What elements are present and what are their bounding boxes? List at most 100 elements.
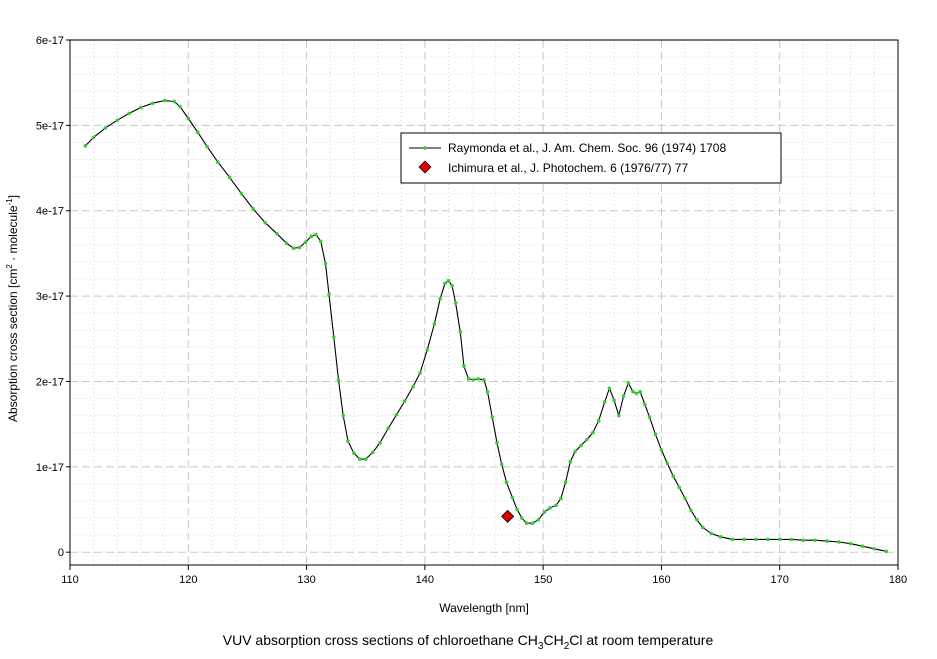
data-point-raymonda	[542, 510, 547, 514]
y-tick-label: 3e-17	[36, 291, 64, 303]
legend: Raymonda et al., J. Am. Chem. Soc. 96 (1…	[400, 132, 782, 184]
data-point-raymonda	[671, 474, 676, 479]
data-point-raymonda	[263, 220, 267, 225]
data-point-raymonda	[813, 538, 817, 543]
data-point-raymonda	[318, 239, 323, 244]
data-point-raymonda	[884, 549, 888, 554]
data-point-raymonda	[634, 391, 639, 396]
data-point-raymonda	[524, 521, 529, 525]
data-point-raymonda	[251, 207, 256, 211]
data-point-raymonda	[504, 480, 509, 484]
x-tick-label: 170	[771, 574, 789, 586]
data-point-raymonda	[352, 451, 356, 455]
data-point-raymonda	[482, 377, 486, 382]
figure-caption: VUV absorption cross sections of chloroe…	[223, 632, 714, 652]
data-point-raymonda	[789, 537, 794, 542]
data-point-raymonda	[402, 399, 407, 403]
data-point-raymonda	[730, 537, 735, 542]
y-axis-label-text: ]	[6, 195, 20, 198]
data-point-raymonda	[394, 412, 399, 417]
y-axis-ticks: 0 1e-17 2e-17 3e-17 4e-17 5e-17 6e-17	[36, 35, 70, 559]
data-point-raymonda	[341, 413, 346, 418]
y-axis-label-text: Absorption cross section [cm	[6, 269, 20, 422]
data-point-raymonda	[239, 191, 244, 196]
data-point-raymonda	[443, 281, 447, 286]
grid	[70, 39, 898, 565]
data-point-raymonda	[602, 400, 607, 404]
x-axis-ticks: 110 120 130 140 150 160 170 180	[61, 565, 907, 586]
data-point-raymonda	[453, 301, 458, 305]
data-point-raymonda	[358, 457, 362, 461]
data-point-raymonda	[471, 377, 476, 382]
data-point-raymonda	[718, 535, 723, 539]
data-point-raymonda	[363, 457, 368, 461]
data-point-raymonda	[559, 496, 563, 501]
data-point-raymonda	[626, 381, 631, 385]
y-axis-label: Absorption cross section [cm2 · molecule…	[5, 195, 20, 422]
data-point-raymonda	[499, 462, 504, 467]
data-point-raymonda	[432, 322, 437, 327]
data-point-raymonda	[659, 447, 664, 452]
data-point-raymonda	[777, 537, 782, 542]
data-point-raymonda	[563, 480, 568, 484]
data-point-raymonda	[573, 449, 577, 454]
legend-diamond-swatch	[418, 160, 432, 174]
data-point-raymonda	[612, 398, 616, 403]
data-point-raymonda	[485, 389, 490, 394]
caption-sub-3: 3	[538, 641, 544, 652]
data-point-raymonda	[425, 348, 430, 352]
data-point-raymonda	[709, 531, 713, 536]
y-axis-label-text: · molecule	[6, 205, 20, 264]
data-point-raymonda	[689, 508, 693, 513]
data-point-raymonda	[139, 105, 143, 110]
data-point-raymonda	[872, 546, 877, 551]
data-point-raymonda	[617, 413, 621, 418]
data-point-raymonda	[653, 432, 658, 437]
data-point-raymonda	[162, 98, 167, 103]
caption-text: Cl at room temperature	[569, 632, 713, 648]
data-point-raymonda	[227, 175, 232, 180]
data-point-raymonda	[585, 437, 589, 442]
legend-line-marker	[423, 146, 427, 150]
y-tick-label: 5e-17	[36, 120, 64, 132]
data-point-raymonda	[490, 415, 495, 420]
data-point-raymonda	[297, 245, 302, 250]
y-tick-label: 0	[58, 547, 64, 559]
data-point-raymonda	[91, 135, 96, 140]
data-point-raymonda	[825, 539, 829, 543]
data-point-raymonda	[284, 241, 289, 245]
y-axis-label-sup-2: 2	[5, 264, 14, 269]
data-point-raymonda	[458, 330, 463, 334]
x-tick-label: 160	[652, 574, 670, 586]
data-point-raymonda	[275, 231, 279, 236]
data-point-raymonda	[386, 426, 390, 431]
data-point-raymonda	[677, 485, 681, 490]
data-point-raymonda	[742, 537, 747, 542]
data-point-raymonda	[323, 261, 328, 266]
data-point-raymonda	[411, 384, 415, 389]
data-point-raymonda	[462, 364, 466, 368]
data-point-raymonda	[643, 402, 647, 407]
data-point-raymonda	[314, 232, 318, 237]
data-point-raymonda	[291, 246, 296, 251]
data-point-raymonda	[591, 430, 595, 435]
caption-text: VUV absorption cross sections of chloroe…	[223, 632, 538, 648]
data-point-raymonda	[151, 101, 155, 105]
legend-entry-ichimura: Ichimura et al., J. Photochem. 6 (1976/7…	[448, 161, 688, 175]
data-point-raymonda	[371, 450, 375, 455]
data-point-raymonda	[515, 507, 519, 512]
legend-entry-raymonda: Raymonda et al., J. Am. Chem. Soc. 96 (1…	[448, 141, 726, 155]
data-series	[83, 98, 888, 554]
data-point-ichimura	[501, 509, 515, 523]
data-point-raymonda	[303, 240, 308, 245]
legend-box	[400, 132, 782, 184]
data-point-raymonda	[607, 386, 612, 391]
data-point-raymonda	[346, 439, 350, 444]
data-point-raymonda	[418, 371, 422, 375]
data-point-raymonda	[621, 394, 626, 398]
data-point-raymonda	[495, 441, 499, 445]
data-point-raymonda	[665, 461, 670, 466]
x-tick-label: 150	[534, 574, 552, 586]
x-tick-label: 120	[179, 574, 197, 586]
